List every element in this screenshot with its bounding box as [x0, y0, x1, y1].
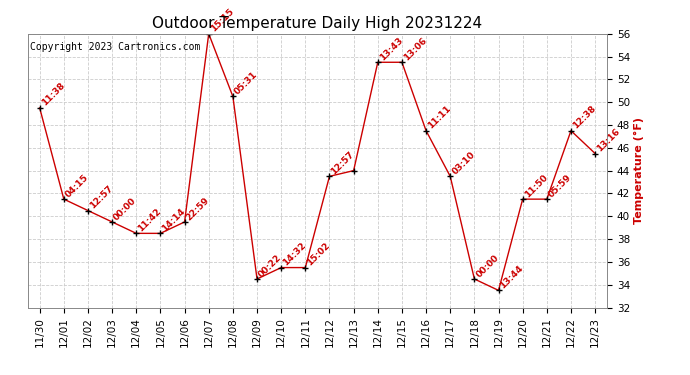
Text: 13:16: 13:16 — [595, 127, 622, 153]
Text: 13:43: 13:43 — [378, 36, 404, 62]
Title: Outdoor Temperature Daily High 20231224: Outdoor Temperature Daily High 20231224 — [152, 16, 482, 31]
Text: 13:06: 13:06 — [402, 36, 428, 62]
Text: 12:38: 12:38 — [571, 104, 598, 131]
Text: 12:57: 12:57 — [330, 150, 356, 176]
Text: 11:50: 11:50 — [523, 172, 549, 199]
Text: 00:00: 00:00 — [475, 253, 501, 279]
Text: 15:15: 15:15 — [208, 7, 235, 34]
Text: 03:10: 03:10 — [450, 150, 477, 176]
Text: 00:22: 00:22 — [257, 252, 284, 279]
Text: 05:31: 05:31 — [233, 70, 259, 96]
Text: 04:15: 04:15 — [63, 172, 90, 199]
Text: 13:44: 13:44 — [498, 264, 525, 290]
Text: 15:02: 15:02 — [305, 241, 332, 268]
Text: 14:14: 14:14 — [160, 207, 187, 233]
Text: 11:11: 11:11 — [426, 104, 453, 131]
Text: 00:00: 00:00 — [112, 196, 139, 222]
Text: 05:59: 05:59 — [546, 172, 573, 199]
Text: 22:59: 22:59 — [184, 195, 211, 222]
Text: 14:32: 14:32 — [282, 241, 308, 268]
Text: 11:38: 11:38 — [39, 81, 66, 108]
Y-axis label: Temperature (°F): Temperature (°F) — [634, 117, 644, 224]
Text: Copyright 2023 Cartronics.com: Copyright 2023 Cartronics.com — [30, 42, 201, 52]
Text: 12:57: 12:57 — [88, 184, 115, 210]
Text: 11:42: 11:42 — [136, 207, 163, 233]
